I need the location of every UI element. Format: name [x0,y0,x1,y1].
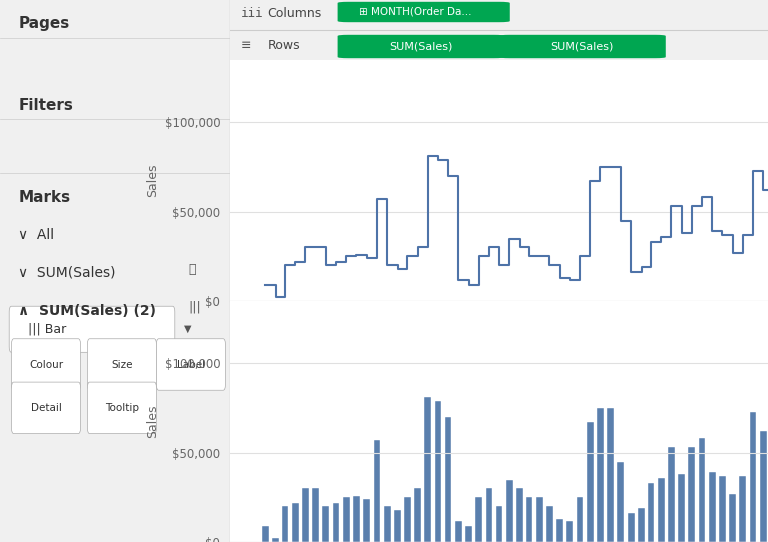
Text: iii: iii [240,7,263,20]
Bar [343,498,349,542]
Bar [506,480,513,542]
Bar [516,488,523,542]
Bar [678,474,685,542]
Bar [556,519,563,542]
FancyBboxPatch shape [88,382,157,434]
Bar [587,422,594,542]
Bar [688,447,695,542]
Bar [363,499,370,542]
Text: ||| Bar: ||| Bar [28,322,66,335]
Text: Rows: Rows [268,38,300,51]
Text: Filters: Filters [18,98,73,113]
Bar [273,538,279,542]
Bar [313,488,319,542]
Text: Detail: Detail [31,403,61,413]
Bar [668,447,674,542]
Bar [598,408,604,542]
Bar [526,498,532,542]
FancyBboxPatch shape [9,306,175,352]
Text: ∨  All: ∨ All [18,228,55,242]
Text: |||: ||| [189,301,201,314]
Bar [292,503,299,542]
Bar [373,440,380,542]
Bar [607,408,614,542]
Bar [445,417,452,542]
Bar [536,498,543,542]
Text: Label: Label [177,360,205,370]
Bar [567,520,573,542]
Bar [323,506,329,542]
FancyBboxPatch shape [499,35,666,58]
Bar [647,483,654,542]
Text: Colour: Colour [29,360,63,370]
Bar [699,438,705,542]
Bar [424,397,431,542]
Bar [485,488,492,542]
Text: SUM(Sales): SUM(Sales) [389,42,452,51]
Text: ≡: ≡ [240,38,251,51]
Bar [546,506,553,542]
Bar [414,488,421,542]
FancyBboxPatch shape [157,339,225,390]
Text: ▼: ▼ [184,324,191,334]
FancyBboxPatch shape [338,2,510,22]
Bar [404,498,411,542]
Text: ∨  SUM(Sales): ∨ SUM(Sales) [18,266,116,280]
Y-axis label: Sales: Sales [146,405,159,438]
Bar [495,506,502,542]
Bar [333,503,339,542]
Text: ∧  SUM(Sales) (2): ∧ SUM(Sales) (2) [18,304,157,318]
Bar [302,488,309,542]
Bar [627,513,634,542]
Text: ⊞ MONTH(Order Da...: ⊞ MONTH(Order Da... [359,7,472,17]
Text: Tooltip: Tooltip [105,403,139,413]
Bar [638,508,645,542]
Bar [465,526,472,542]
Bar [740,476,746,542]
Bar [282,506,289,542]
FancyBboxPatch shape [88,339,157,390]
Bar [760,431,766,542]
Text: Pages: Pages [18,16,70,31]
Bar [384,506,391,542]
Bar [577,498,584,542]
Bar [394,510,401,542]
Bar [262,526,269,542]
Bar [475,498,482,542]
Text: Columns: Columns [268,7,322,20]
Bar [455,520,462,542]
Text: Size: Size [111,360,133,370]
Bar [435,401,442,542]
Bar [719,476,726,542]
FancyBboxPatch shape [338,35,505,58]
Bar [617,462,624,542]
Bar [658,478,664,542]
Bar [730,494,736,542]
Bar [353,495,360,542]
Text: SUM(Sales): SUM(Sales) [551,42,614,51]
Bar [709,473,716,542]
Text: Marks: Marks [18,190,71,205]
FancyBboxPatch shape [12,339,81,390]
Bar [750,412,756,542]
FancyBboxPatch shape [12,382,81,434]
Y-axis label: Sales: Sales [146,164,159,197]
Text: 〜: 〜 [189,263,196,276]
